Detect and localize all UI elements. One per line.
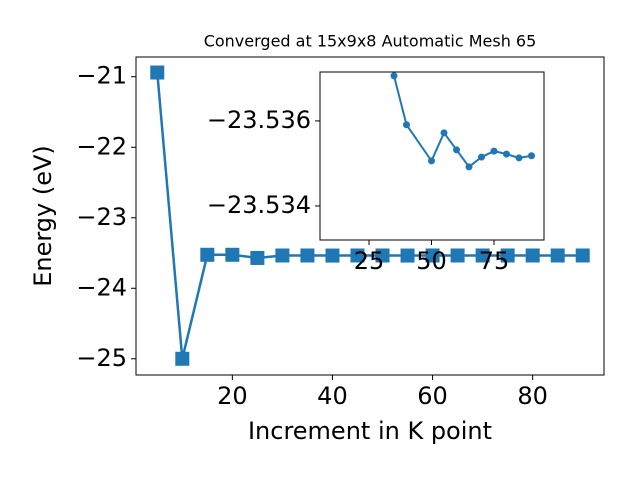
x-tick-label: 75 [479,247,510,275]
data-marker [503,150,510,158]
data-marker [275,248,290,263]
x-tick-label: 40 [317,382,348,410]
data-marker [428,157,435,165]
data-marker [500,248,515,263]
data-marker [440,129,448,137]
data-marker [575,248,590,263]
axes: 25 50 75 −23.536 −23.534 [207,71,545,275]
data-marker [390,72,398,80]
x-tick-label: 80 [517,382,548,410]
data-marker [175,351,190,366]
data-marker [200,247,215,262]
data-marker [400,248,415,263]
data-marker [375,248,390,263]
x-tick-label: 50 [416,247,447,275]
axes-frame [319,71,545,241]
y-tick-label: −22 [76,132,127,160]
y-tick-label: −21 [76,62,127,90]
x-tick-label: 60 [417,382,448,410]
axes-frame [135,56,605,376]
plot-area [150,65,590,366]
data-marker [453,146,460,154]
data-marker [525,248,540,263]
data-marker [475,248,490,263]
y-tick-label: −23 [76,203,127,231]
data-marker [450,248,465,263]
data-marker [300,248,315,263]
x-tick-label: 20 [217,382,248,410]
data-marker [403,121,410,129]
data-marker [478,153,485,161]
data-marker [490,147,498,155]
y-tick-label: −23.534 [207,191,311,219]
plot-area [390,72,535,171]
y-tick-label: −25 [76,344,127,372]
data-marker [465,163,473,171]
y-tick-label: −23.536 [207,106,311,134]
y-tick-label: −24 [76,273,127,301]
data-marker [150,65,165,80]
x-tick-label: 25 [354,247,385,275]
y-axis-label: Energy (eV) [29,145,57,287]
data-marker [225,247,240,262]
data-marker [250,250,265,265]
data-marker [550,248,565,263]
x-axis-label: Increment in K point [248,417,492,445]
data-marker [425,248,440,263]
data-marker [325,248,340,263]
data-marker [528,152,535,160]
data-marker [350,248,365,263]
data-marker [515,154,523,162]
chart-title: Converged at 15x9x8 Automatic Mesh 65 [204,32,537,51]
